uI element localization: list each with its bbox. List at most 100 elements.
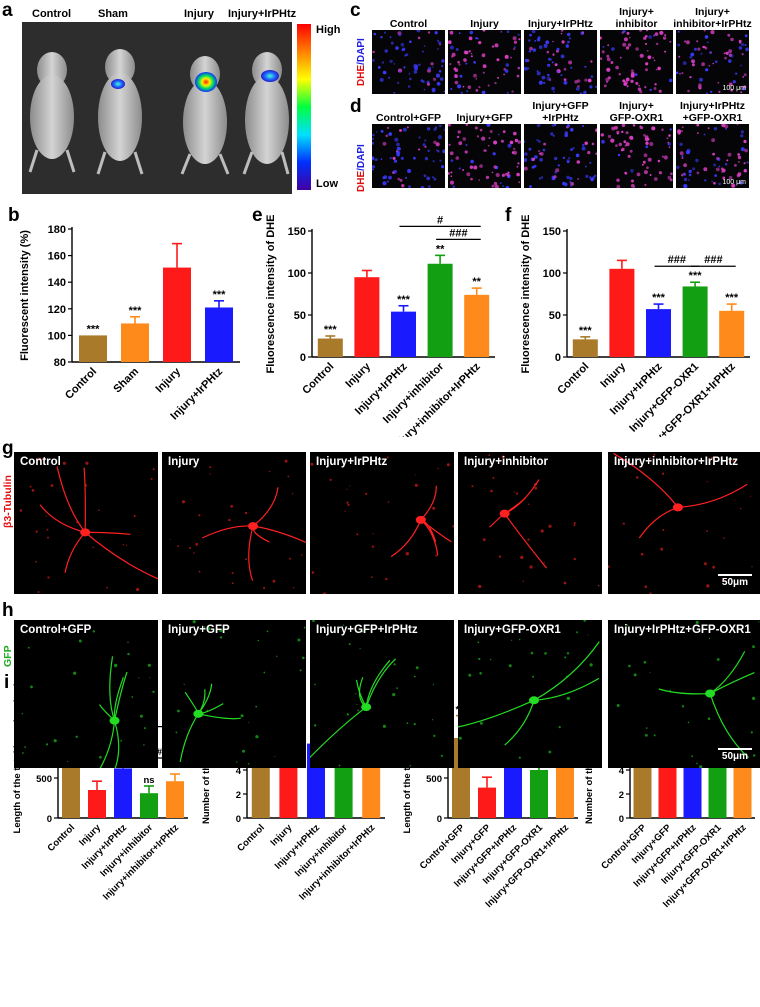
cell-nucleus (606, 57, 611, 62)
cell-nucleus (500, 139, 504, 143)
panel_d-title-4: Injury+IrPHtz +GFP-OXR1 (679, 100, 746, 124)
cell-nucleus (645, 42, 647, 45)
debris (131, 696, 134, 698)
cell-nucleus (690, 52, 695, 57)
debris (432, 506, 436, 510)
cell-nucleus (668, 146, 671, 149)
cell-nucleus (465, 144, 468, 146)
debris (356, 533, 359, 536)
debris (203, 626, 206, 628)
debris (274, 755, 276, 757)
cell-nucleus (697, 47, 701, 51)
debris (127, 641, 129, 643)
cell-nucleus (648, 35, 652, 39)
significance-label: ** (171, 763, 179, 774)
debris (558, 726, 561, 729)
cell-nucleus (418, 148, 421, 151)
cell-nucleus (499, 182, 502, 185)
cell-nucleus (645, 68, 648, 72)
cell-nucleus (566, 160, 570, 164)
cell-nucleus (464, 150, 468, 154)
cell-nucleus (668, 134, 671, 137)
debris (312, 620, 315, 622)
cell-nucleus (448, 143, 451, 146)
cell-nucleus (386, 180, 389, 183)
cell-nucleus (572, 147, 575, 150)
cell-nucleus (502, 130, 506, 134)
cell-nucleus (426, 176, 431, 181)
cell-nucleus (414, 66, 418, 71)
cell-nucleus (382, 70, 387, 75)
debris (310, 462, 314, 466)
cell-nucleus (457, 130, 461, 134)
panel_h-neuron-svg-0 (21, 630, 155, 768)
cell-nucleus (623, 140, 627, 144)
debris (29, 485, 32, 488)
cell-nucleus (710, 30, 715, 35)
debris (46, 528, 49, 531)
cell-nucleus (528, 147, 532, 151)
cell-nucleus (647, 157, 652, 162)
cell-nucleus (659, 30, 664, 35)
cell-nucleus (703, 30, 706, 32)
cell-nucleus (553, 175, 557, 179)
cell-nucleus (383, 31, 387, 34)
neurite (109, 656, 116, 721)
cell-nucleus (551, 124, 555, 127)
cell-nucleus (688, 169, 692, 174)
x-tick-label: Injury (598, 360, 628, 390)
cell-nucleus (718, 90, 721, 93)
cell-nucleus (536, 139, 539, 142)
significance-label: *** (324, 324, 338, 336)
debris (236, 761, 238, 763)
panel_g-title-2: Injury+IrPHtz (316, 456, 388, 468)
bar-2 (504, 766, 522, 818)
debris (292, 587, 295, 589)
cell-nucleus (456, 135, 460, 139)
debris (468, 673, 472, 677)
cell-nucleus (703, 133, 706, 136)
cell-nucleus (677, 43, 681, 47)
panel_g-neuron-svg-0 (19, 457, 158, 593)
debris (22, 752, 24, 754)
cell-nucleus (487, 84, 490, 87)
cell-nucleus (542, 148, 546, 152)
debris (292, 493, 294, 495)
cell-nucleus (740, 91, 743, 94)
debris (681, 705, 685, 708)
panel_h-image-3: Injury+GFP-OXR1 (458, 620, 602, 768)
debris (628, 664, 631, 668)
cell-nucleus (696, 132, 699, 135)
neuron-soma (361, 703, 372, 712)
cell-nucleus (619, 56, 622, 59)
cell-nucleus (711, 138, 715, 143)
cell-nucleus (396, 81, 400, 85)
bar-4 (719, 310, 745, 357)
debris (67, 760, 69, 762)
cell-nucleus (553, 90, 555, 93)
cell-nucleus (543, 142, 546, 146)
cell-nucleus (439, 77, 444, 81)
panel-label-a: a (2, 0, 13, 21)
cell-nucleus (738, 161, 740, 163)
cell-nucleus (607, 134, 612, 139)
cell-nucleus (733, 163, 737, 167)
cell-nucleus (643, 170, 648, 175)
cell-nucleus (624, 171, 627, 175)
group-label-injury: Injury (184, 8, 214, 20)
cell-nucleus (568, 37, 572, 40)
cell-nucleus (570, 148, 573, 151)
debris (311, 571, 315, 574)
cell-nucleus (434, 31, 438, 35)
cell-nucleus (653, 59, 656, 62)
debris (573, 522, 576, 525)
cell-nucleus (567, 124, 570, 128)
cell-nucleus (721, 124, 726, 128)
cell-nucleus (669, 40, 672, 43)
cell-nucleus (663, 155, 668, 160)
debris (435, 554, 438, 557)
cell-nucleus (524, 66, 528, 71)
neuron-soma (248, 522, 259, 531)
debris (359, 648, 361, 650)
debris (139, 714, 143, 718)
